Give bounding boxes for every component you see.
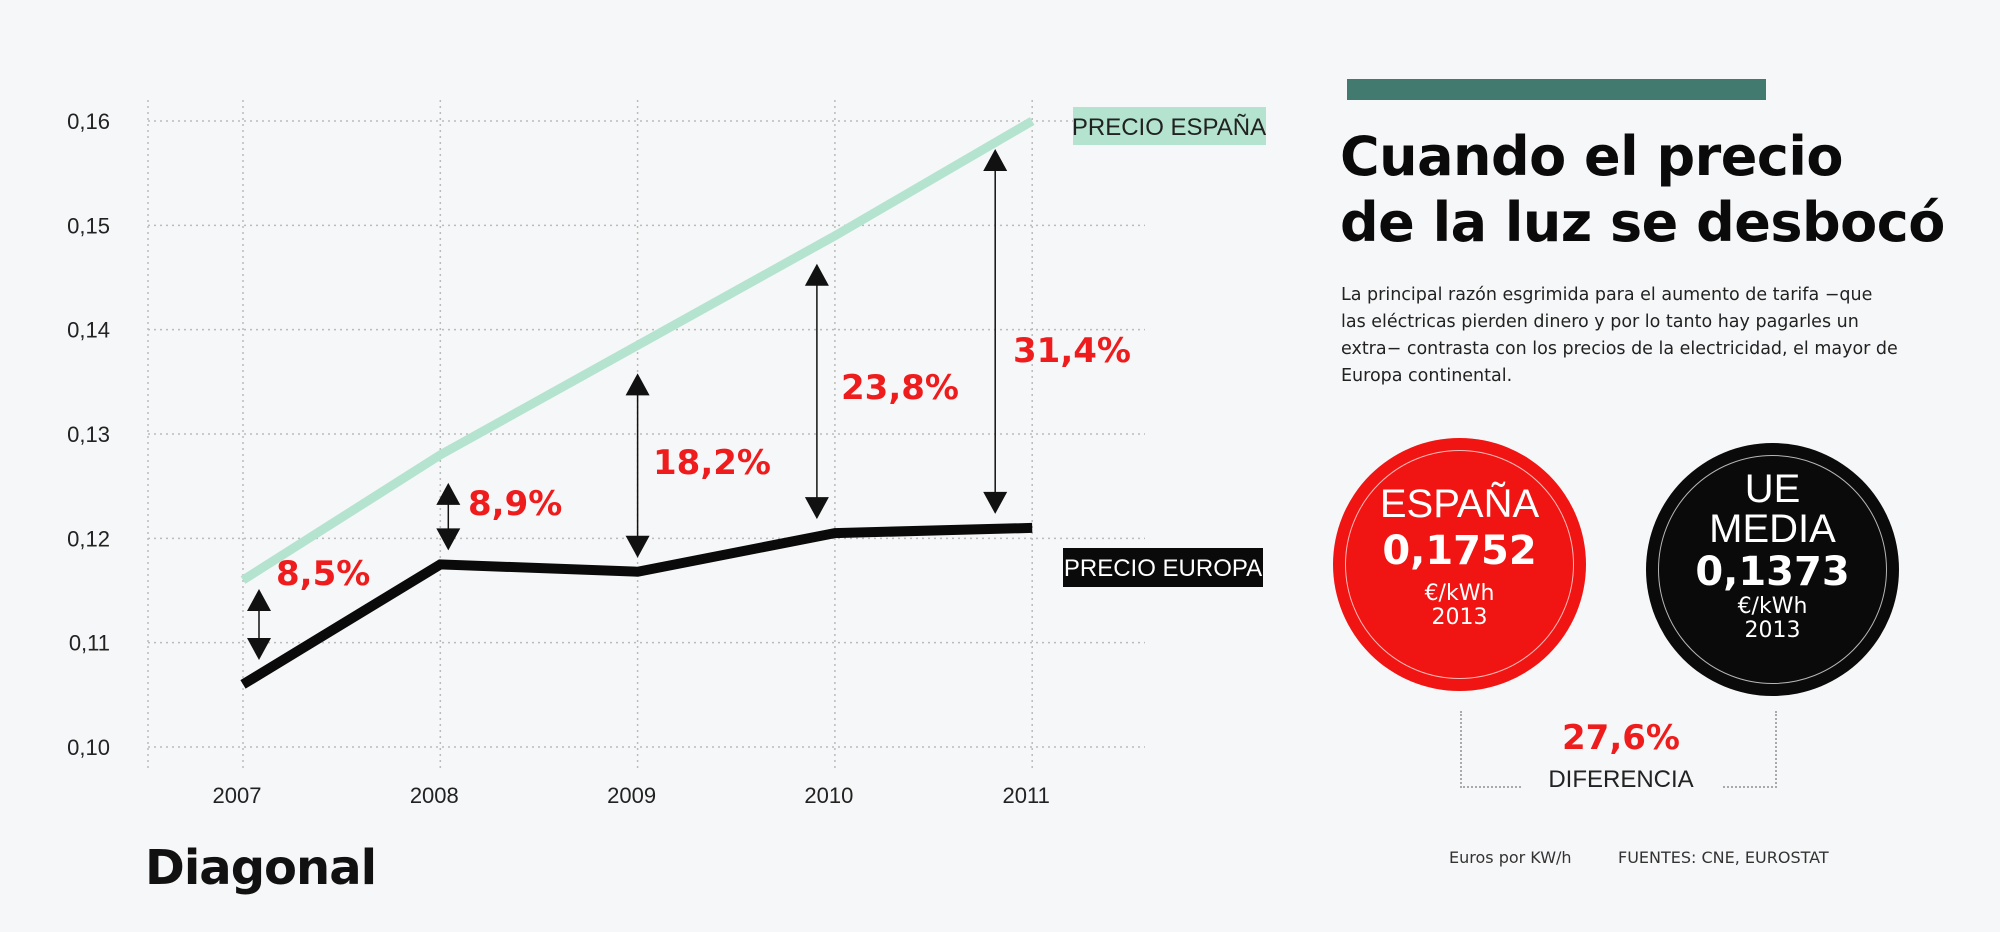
difference-arrow: [983, 149, 1008, 514]
spain-value: 0,1752: [1382, 528, 1537, 574]
arrow-head-icon: [247, 638, 271, 660]
sources: FUENTES: CNE, EUROSTAT: [1618, 848, 1829, 867]
x-tick-label: 2010: [804, 783, 853, 808]
arrow-head-icon: [247, 589, 271, 611]
eu-price-circle: UE MEDIA 0,1373 €/kWh 2013: [1646, 443, 1899, 696]
x-tick-label: 2008: [410, 783, 459, 808]
circle-ring: [1658, 455, 1887, 684]
units-note: Euros por KW/h: [1449, 848, 1572, 867]
y-tick-label: 0,16: [67, 109, 110, 134]
difference-arrow: [804, 263, 829, 520]
arrow-head-icon: [436, 528, 461, 551]
spain-unit: €/kWh: [1424, 581, 1495, 606]
difference-label: 31,4%: [1013, 331, 1131, 371]
difference-arrow: [436, 482, 461, 551]
eu-year: 2013: [1744, 618, 1801, 643]
legend-europa-label: PRECIO EUROPA: [1064, 555, 1262, 582]
title-line-2: de la luz se desbocó: [1340, 191, 1945, 254]
difference-label: 8,9%: [468, 484, 562, 524]
eu-label-2: MEDIA: [1709, 507, 1836, 551]
arrow-head-icon: [804, 497, 829, 520]
y-tick-label: 0,12: [67, 526, 110, 551]
arrow-head-icon: [436, 482, 461, 505]
y-tick-label: 0,13: [67, 422, 110, 447]
arrow-head-icon: [625, 535, 650, 558]
series-line-europa: [240, 522, 1033, 689]
difference-label: 23,8%: [841, 368, 959, 408]
spain-price-circle: ESPAÑA 0,1752 €/kWh 2013: [1333, 438, 1586, 691]
series-line-espana: [240, 117, 1035, 584]
legend-espana-label: PRECIO ESPAÑA: [1072, 114, 1266, 141]
accent-bar: [1347, 79, 1766, 100]
eu-value: 0,1373: [1695, 549, 1850, 595]
description: La principal razón esgrimida para el aum…: [1341, 285, 1898, 386]
y-tick-label: 0,15: [67, 213, 110, 238]
eu-label-1: UE: [1744, 467, 1801, 511]
arrow-head-icon: [625, 373, 650, 396]
spain-label: ESPAÑA: [1379, 482, 1540, 526]
x-tick-label: 2007: [213, 783, 262, 808]
page-title: Cuando el precio de la luz se desbocó: [1340, 124, 1945, 256]
spain-year: 2013: [1431, 605, 1488, 630]
y-tick-label: 0,11: [69, 631, 110, 656]
x-tick-label: 2011: [1003, 783, 1050, 808]
y-tick-label: 0,14: [67, 318, 110, 343]
difference-label: 8,5%: [276, 554, 370, 594]
y-tick-label: 0,10: [67, 735, 110, 760]
arrow-head-icon: [983, 149, 1008, 171]
diagonal-logo: Diagonal: [145, 840, 377, 896]
eu-unit: €/kWh: [1737, 594, 1808, 619]
legend-europa-box: [1063, 548, 1263, 587]
difference-arrow: [625, 373, 650, 558]
x-tick-label: 2009: [607, 783, 656, 808]
title-line-1: Cuando el precio: [1340, 125, 1843, 188]
circle-ring: [1345, 450, 1574, 679]
arrow-head-icon: [983, 491, 1008, 514]
difference-value: 27,6%: [1562, 718, 1680, 758]
legend-espana-box: [1073, 107, 1266, 145]
difference-arrow: [247, 589, 271, 660]
arrow-head-icon: [804, 263, 829, 286]
difference-label: DIFERENCIA: [1521, 766, 1721, 794]
difference-label: 18,2%: [653, 443, 771, 483]
